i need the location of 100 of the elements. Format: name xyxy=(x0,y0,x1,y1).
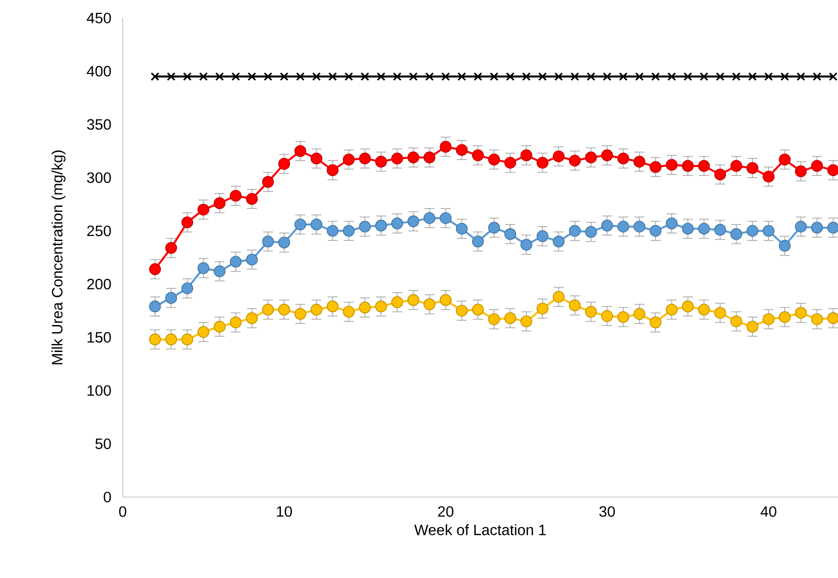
point xyxy=(504,312,516,324)
point xyxy=(359,302,371,314)
point xyxy=(149,300,161,312)
point xyxy=(601,220,614,232)
point xyxy=(326,224,339,237)
point xyxy=(666,218,678,230)
point xyxy=(617,311,630,324)
point xyxy=(746,162,758,174)
point xyxy=(407,152,420,164)
point xyxy=(375,300,387,312)
point xyxy=(682,222,694,235)
point xyxy=(716,72,724,81)
point xyxy=(262,236,274,248)
point xyxy=(310,152,322,164)
point xyxy=(585,306,597,318)
point xyxy=(762,170,774,182)
x-tick-label: 30 xyxy=(599,506,615,517)
point xyxy=(391,218,404,230)
point xyxy=(214,320,226,333)
point xyxy=(278,158,290,170)
point xyxy=(780,72,790,81)
point xyxy=(310,304,322,316)
point xyxy=(568,300,581,312)
point xyxy=(342,154,355,166)
x-tick-label: 20 xyxy=(438,506,454,517)
y-tick-label: 50 xyxy=(95,438,111,450)
point xyxy=(278,304,290,316)
point xyxy=(359,152,371,164)
point xyxy=(730,160,742,172)
point xyxy=(474,72,482,81)
point xyxy=(811,222,823,234)
y-tick-label: 350 xyxy=(87,119,111,130)
point xyxy=(440,140,452,153)
point xyxy=(488,154,500,166)
point xyxy=(376,72,386,81)
point xyxy=(248,72,256,81)
point xyxy=(601,149,614,162)
point xyxy=(472,304,484,316)
point xyxy=(198,204,210,216)
point xyxy=(538,72,547,81)
point xyxy=(650,224,662,237)
point xyxy=(246,312,258,324)
point xyxy=(651,72,660,81)
y-tick-label: 200 xyxy=(87,278,111,290)
point xyxy=(441,72,450,81)
point xyxy=(730,315,742,328)
point xyxy=(296,72,305,81)
point xyxy=(602,72,612,81)
point xyxy=(827,164,838,176)
point xyxy=(425,72,434,81)
point xyxy=(746,224,758,237)
point xyxy=(328,72,337,81)
point xyxy=(375,156,387,168)
point xyxy=(762,313,774,326)
point xyxy=(424,298,436,310)
point xyxy=(585,152,597,164)
point xyxy=(149,334,161,346)
point xyxy=(280,72,289,81)
y-tick-label: 300 xyxy=(87,172,111,183)
point xyxy=(827,222,838,234)
point xyxy=(650,161,662,173)
point xyxy=(730,228,742,240)
point xyxy=(520,238,532,251)
point xyxy=(409,72,418,81)
point xyxy=(246,254,258,266)
point xyxy=(714,306,726,319)
point xyxy=(181,216,194,228)
point xyxy=(264,72,272,81)
y-tick-label: 250 xyxy=(87,226,111,236)
point xyxy=(536,156,548,169)
point xyxy=(488,222,500,234)
y-tick-label: 400 xyxy=(86,66,111,77)
y-tick-label: 0 xyxy=(104,492,111,502)
y-tick-label: 150 xyxy=(88,332,111,343)
point xyxy=(714,224,726,236)
point xyxy=(732,72,741,81)
point xyxy=(520,149,532,162)
point xyxy=(294,218,306,230)
point xyxy=(312,72,321,81)
point xyxy=(457,72,466,81)
point xyxy=(262,304,274,316)
point xyxy=(812,72,822,81)
point xyxy=(392,72,402,81)
point xyxy=(456,222,468,235)
point xyxy=(214,197,226,210)
point xyxy=(764,72,773,81)
point xyxy=(778,311,791,324)
point xyxy=(262,176,274,188)
point xyxy=(198,326,210,338)
point xyxy=(506,72,515,81)
point xyxy=(278,236,290,248)
point xyxy=(342,224,355,237)
point xyxy=(748,72,757,81)
point xyxy=(666,158,678,171)
point xyxy=(456,304,468,317)
point xyxy=(811,160,823,172)
point xyxy=(634,156,646,168)
point xyxy=(326,164,339,176)
point xyxy=(778,154,791,166)
point xyxy=(794,306,807,319)
